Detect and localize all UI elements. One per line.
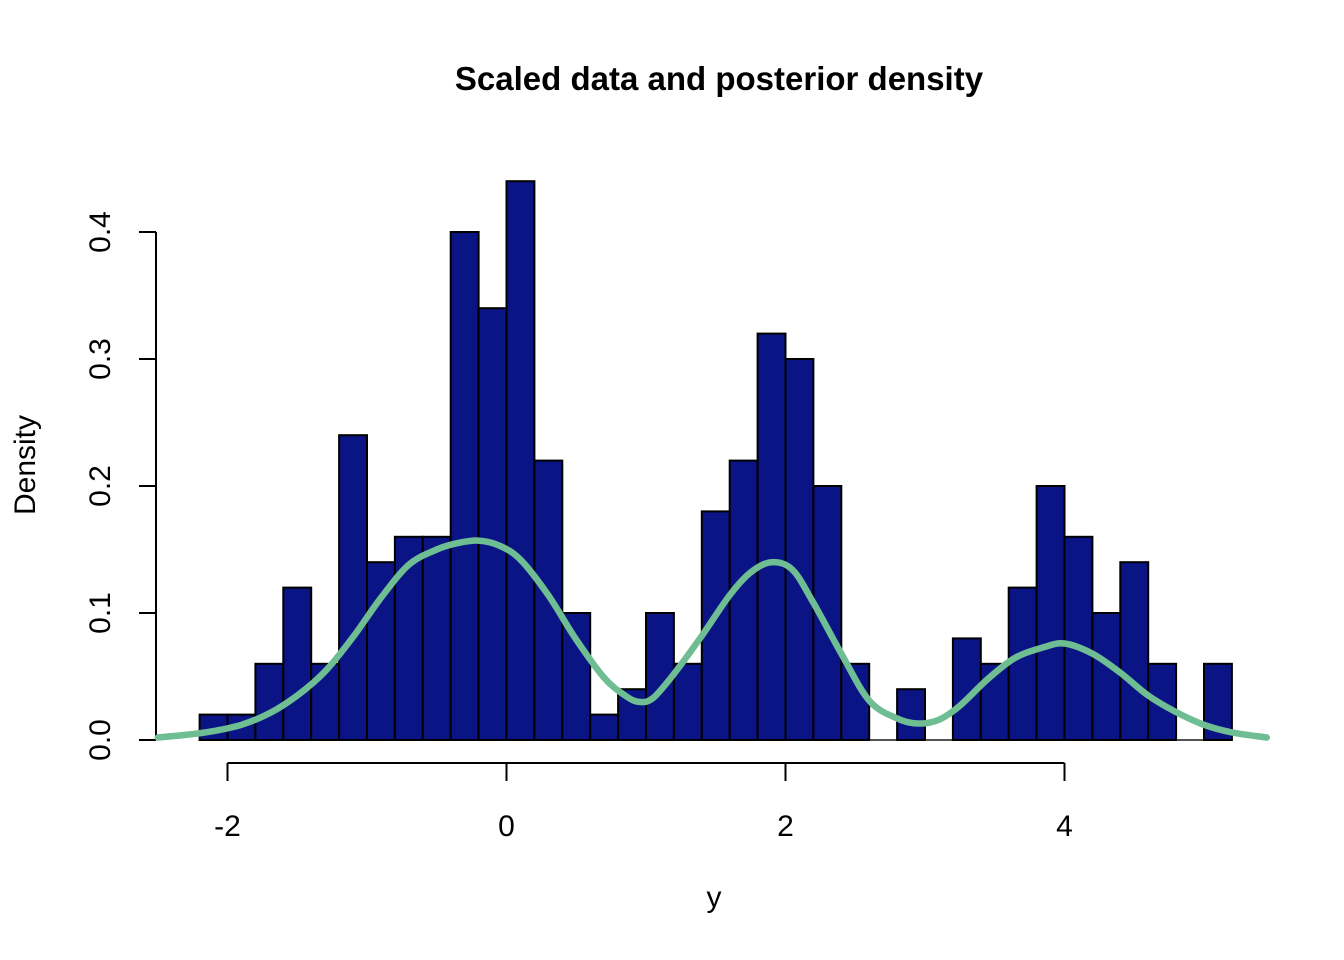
x-axis-label: y xyxy=(707,881,722,914)
histogram-bar xyxy=(1007,586,1038,741)
histogram-bar xyxy=(896,688,926,742)
y-axis: 0.0 0.1 0.2 0.3 0.4 xyxy=(84,211,157,761)
chart-title: Scaled data and posterior density xyxy=(455,60,984,97)
y-tick-label: 0.4 xyxy=(84,211,117,253)
histogram-bar xyxy=(254,662,285,741)
histogram-bar xyxy=(505,180,536,741)
histogram-bar xyxy=(338,434,369,741)
histogram-bar xyxy=(784,358,815,741)
histogram-bar xyxy=(672,662,703,741)
histogram-bar xyxy=(1119,561,1150,742)
histogram-bar xyxy=(1063,535,1094,741)
x-tick-label: 2 xyxy=(777,810,794,843)
y-tick-label: 0.1 xyxy=(84,592,117,634)
histogram-bar xyxy=(589,713,620,741)
x-tick-label: 0 xyxy=(498,810,515,843)
y-tick-label: 0.2 xyxy=(84,465,117,507)
histogram-bar xyxy=(282,586,313,741)
y-axis-label: Density xyxy=(9,415,42,515)
density-curve xyxy=(154,537,1271,741)
histogram-bar xyxy=(421,535,452,741)
histogram-bar xyxy=(1035,485,1066,741)
histogram-bar xyxy=(477,307,508,741)
histogram-bar xyxy=(756,332,787,741)
y-tick-label: 0.3 xyxy=(84,338,117,380)
histogram-bar xyxy=(366,561,396,742)
histogram-bar xyxy=(728,459,759,741)
x-tick-label: 4 xyxy=(1056,810,1073,843)
histogram-bar xyxy=(561,612,592,741)
plot-area: 0.0 0.1 0.2 0.3 0.4 -2 0 2 4 xyxy=(84,180,1271,843)
x-tick-label: -2 xyxy=(214,810,241,843)
y-tick-label: 0.0 xyxy=(84,719,117,761)
x-axis: -2 0 2 4 xyxy=(214,762,1073,843)
histogram-bar xyxy=(1091,612,1122,741)
histogram-bar xyxy=(449,231,480,741)
histogram-bars xyxy=(198,180,1233,742)
